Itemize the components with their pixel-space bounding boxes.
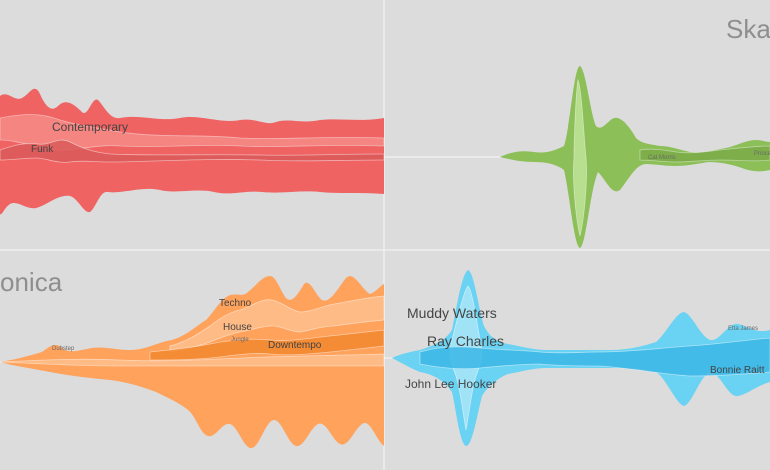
- stream-label: House: [223, 322, 252, 333]
- stream-outer: [0, 88, 384, 215]
- stream-label: Cat Morris: [648, 155, 676, 161]
- panel-soul: Contemporary Funk: [0, 88, 385, 215]
- stream-label: Muddy Waters: [407, 305, 497, 321]
- stream-label: Etta James: [728, 326, 758, 332]
- panel-title: Ska: [726, 14, 770, 44]
- stream-label: Jungle: [231, 337, 249, 343]
- stream-label: Techno: [219, 298, 252, 309]
- stream-label: Funk: [31, 144, 54, 155]
- stream-label: Downtempo: [268, 340, 322, 351]
- stream-label: Ray Charles: [427, 333, 504, 349]
- stream-side: [639, 145, 770, 163]
- panel-blues: Muddy Waters Ray Charles John Lee Hooker…: [384, 270, 770, 446]
- panel-ska: Ska Cat Morris Prince Buster: [384, 14, 770, 248]
- stream-label: Dubstep: [52, 346, 75, 352]
- panel-electronica: onica Techno House Jungle Downtempo Dubs…: [0, 267, 385, 449]
- stream-inner: [573, 78, 587, 237]
- stream-techno: [169, 295, 385, 353]
- stream-outer: [500, 66, 770, 248]
- stream-label: Prince Buster: [754, 151, 770, 157]
- stream-label: John Lee Hooker: [405, 377, 496, 391]
- stream-ray-charles: [419, 337, 770, 377]
- stream-house: [149, 329, 385, 361]
- stream-label: Bonnie Raitt: [710, 365, 765, 376]
- stream-label: Contemporary: [52, 120, 128, 134]
- stream-funk: [0, 139, 385, 163]
- stream-contemporary: [0, 114, 385, 151]
- panel-title: onica: [0, 267, 63, 297]
- stream-downtempo: [0, 353, 385, 367]
